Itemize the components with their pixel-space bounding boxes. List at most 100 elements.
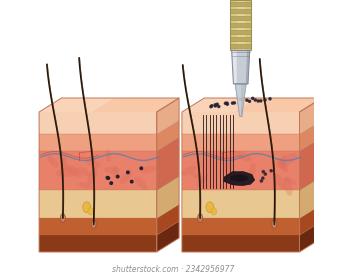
- Ellipse shape: [91, 220, 96, 229]
- Ellipse shape: [83, 202, 91, 213]
- Ellipse shape: [134, 176, 147, 190]
- Ellipse shape: [248, 163, 256, 179]
- Ellipse shape: [230, 175, 248, 182]
- Circle shape: [214, 104, 216, 106]
- Circle shape: [262, 171, 264, 173]
- Ellipse shape: [77, 167, 91, 176]
- Polygon shape: [182, 190, 299, 218]
- Polygon shape: [230, 16, 251, 20]
- Polygon shape: [182, 218, 299, 235]
- Polygon shape: [230, 30, 251, 34]
- Polygon shape: [182, 98, 322, 112]
- Ellipse shape: [56, 168, 79, 177]
- Circle shape: [214, 105, 217, 107]
- Polygon shape: [299, 221, 322, 252]
- Polygon shape: [182, 112, 299, 134]
- Ellipse shape: [196, 174, 209, 186]
- Ellipse shape: [224, 153, 233, 175]
- Polygon shape: [299, 98, 322, 134]
- Ellipse shape: [78, 182, 92, 189]
- Polygon shape: [230, 23, 251, 27]
- Circle shape: [233, 102, 235, 104]
- Polygon shape: [39, 218, 157, 235]
- Polygon shape: [236, 84, 241, 116]
- Ellipse shape: [60, 214, 66, 223]
- Circle shape: [270, 170, 272, 172]
- Polygon shape: [299, 137, 322, 190]
- Circle shape: [211, 105, 213, 107]
- Circle shape: [260, 100, 262, 102]
- Circle shape: [140, 167, 143, 169]
- Ellipse shape: [273, 221, 276, 226]
- Ellipse shape: [113, 165, 118, 178]
- Ellipse shape: [280, 155, 287, 170]
- Ellipse shape: [206, 202, 214, 213]
- Polygon shape: [39, 151, 157, 190]
- Polygon shape: [299, 176, 322, 218]
- Polygon shape: [157, 98, 179, 134]
- Polygon shape: [157, 120, 179, 151]
- Polygon shape: [182, 134, 299, 151]
- Polygon shape: [224, 172, 255, 186]
- Ellipse shape: [181, 166, 196, 175]
- Ellipse shape: [199, 214, 202, 220]
- Ellipse shape: [60, 155, 67, 171]
- Polygon shape: [232, 50, 237, 84]
- Ellipse shape: [104, 167, 120, 173]
- Polygon shape: [39, 98, 115, 112]
- Circle shape: [225, 102, 227, 104]
- Ellipse shape: [277, 153, 298, 168]
- Polygon shape: [246, 50, 250, 84]
- Polygon shape: [230, 44, 251, 48]
- Polygon shape: [157, 221, 179, 252]
- Ellipse shape: [197, 214, 203, 223]
- Circle shape: [127, 171, 129, 174]
- Circle shape: [264, 173, 266, 175]
- Circle shape: [231, 102, 234, 104]
- Circle shape: [107, 177, 110, 179]
- Ellipse shape: [87, 167, 98, 185]
- Ellipse shape: [65, 164, 82, 177]
- Polygon shape: [157, 204, 179, 235]
- Polygon shape: [39, 98, 179, 112]
- Circle shape: [254, 99, 256, 101]
- Polygon shape: [182, 235, 299, 252]
- Ellipse shape: [120, 170, 133, 184]
- Circle shape: [216, 103, 218, 105]
- Polygon shape: [182, 112, 299, 134]
- Polygon shape: [157, 137, 179, 190]
- Polygon shape: [237, 0, 245, 50]
- Polygon shape: [182, 151, 299, 190]
- Polygon shape: [230, 37, 251, 41]
- Circle shape: [226, 102, 228, 104]
- Ellipse shape: [86, 160, 101, 167]
- Circle shape: [257, 100, 259, 102]
- Polygon shape: [39, 134, 157, 151]
- Ellipse shape: [234, 150, 252, 161]
- Polygon shape: [230, 0, 251, 50]
- Polygon shape: [231, 50, 250, 84]
- Ellipse shape: [284, 177, 293, 196]
- Polygon shape: [235, 84, 246, 116]
- Circle shape: [226, 103, 228, 105]
- Ellipse shape: [47, 155, 59, 168]
- Ellipse shape: [61, 214, 64, 220]
- Circle shape: [248, 100, 251, 102]
- Polygon shape: [157, 176, 179, 218]
- Circle shape: [269, 98, 271, 100]
- Ellipse shape: [277, 158, 289, 173]
- Circle shape: [130, 180, 133, 183]
- Text: shutterstock.com · 2342956977: shutterstock.com · 2342956977: [112, 265, 235, 274]
- Circle shape: [218, 106, 220, 108]
- Ellipse shape: [273, 173, 286, 190]
- Circle shape: [239, 99, 241, 101]
- Polygon shape: [230, 9, 251, 13]
- Ellipse shape: [88, 208, 93, 215]
- Circle shape: [262, 177, 264, 179]
- Ellipse shape: [140, 166, 156, 173]
- Ellipse shape: [284, 178, 297, 185]
- Polygon shape: [39, 112, 157, 134]
- Circle shape: [246, 99, 248, 101]
- Circle shape: [110, 182, 112, 185]
- Circle shape: [106, 176, 109, 179]
